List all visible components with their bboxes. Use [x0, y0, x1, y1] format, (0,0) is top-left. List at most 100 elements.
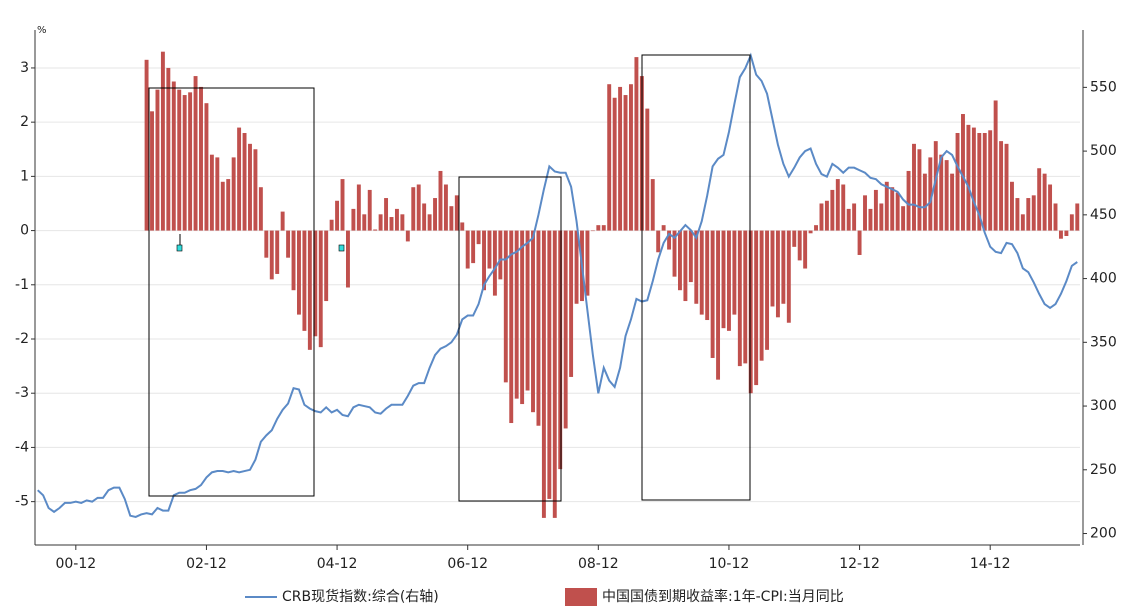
bar: [705, 230, 710, 321]
bar: [863, 195, 867, 231]
bar: [634, 57, 639, 231]
bar: [917, 149, 922, 231]
bar: [471, 230, 476, 264]
legend-label: CRB现货指数:综合(右轴): [282, 588, 439, 605]
bar: [601, 225, 606, 231]
bar: [155, 89, 160, 231]
bar: [912, 143, 916, 231]
bar: [427, 214, 432, 231]
bar: [215, 157, 220, 231]
legend-label: 中国国债到期收益率:1年-CPI:当月同比: [602, 588, 844, 605]
bar: [422, 203, 427, 231]
bar: [694, 230, 699, 304]
bar: [253, 149, 258, 231]
bar: [264, 230, 269, 258]
bar: [356, 184, 361, 231]
bar: [509, 230, 514, 424]
bar: [770, 230, 775, 307]
bar: [411, 187, 416, 231]
bar: [895, 192, 900, 231]
bar: [248, 143, 252, 231]
bar: [171, 81, 176, 231]
bar: [928, 157, 933, 231]
x-tick-label: 14-12: [970, 556, 1011, 572]
bar: [558, 230, 563, 470]
bar: [678, 230, 682, 291]
bar: [525, 230, 530, 391]
y2-tick-label: 400: [1090, 271, 1117, 287]
bar: [318, 230, 323, 348]
bar: [389, 217, 394, 231]
bar: [150, 111, 154, 231]
bar: [721, 230, 726, 329]
bar: [242, 133, 247, 231]
bar: [607, 84, 612, 231]
bar: [759, 230, 764, 361]
bar: [1058, 230, 1063, 239]
bar: [400, 214, 405, 231]
bar: [367, 189, 372, 231]
bar: [166, 67, 171, 231]
bar: [520, 230, 525, 405]
bar: [939, 154, 944, 231]
bar: [999, 141, 1004, 231]
bar: [514, 230, 519, 399]
bar: [416, 184, 421, 231]
bar: [492, 230, 497, 296]
bar: [726, 230, 731, 331]
bar: [1010, 181, 1014, 231]
y-tick-label: 0: [20, 223, 29, 239]
x-tick-label: 02-12: [186, 556, 227, 572]
bar: [982, 133, 987, 231]
bar: [743, 230, 748, 364]
bar: [754, 230, 759, 386]
bar: [672, 230, 677, 277]
marker: [338, 244, 345, 252]
bar: [890, 187, 895, 231]
bar: [699, 230, 704, 315]
bar: [503, 230, 508, 383]
annotation-box: [148, 87, 315, 497]
y2-tick-label: 300: [1090, 398, 1117, 414]
bar: [857, 230, 862, 255]
bar: [955, 133, 960, 231]
bar: [204, 103, 209, 231]
bar: [182, 95, 187, 231]
bar: [618, 86, 623, 231]
bar: [362, 214, 367, 231]
annotation-boxes: [148, 54, 751, 502]
bar: [1042, 173, 1047, 231]
bar: [378, 214, 383, 231]
bar: [901, 206, 906, 231]
bar: [443, 184, 448, 231]
bar: [645, 108, 650, 231]
bar: [830, 189, 835, 231]
bar: [966, 124, 971, 231]
bar: [552, 230, 557, 518]
bar: [541, 230, 546, 518]
bar: [482, 230, 486, 291]
bar: [765, 230, 770, 350]
bar: [536, 230, 541, 426]
bar: [177, 89, 182, 231]
y2-tick-label: 250: [1090, 462, 1117, 478]
bar: [280, 211, 285, 231]
bar: [144, 59, 149, 231]
bar: [1053, 203, 1058, 231]
bar: [574, 230, 579, 304]
bar: [286, 230, 291, 258]
bar: [650, 179, 655, 231]
bar: [737, 230, 742, 367]
bar: [237, 127, 242, 231]
bar: [438, 170, 443, 231]
y-tick-label: -3: [15, 385, 29, 401]
bar: [454, 195, 459, 231]
bar: [313, 230, 318, 337]
bar: [906, 170, 911, 231]
bar: [1020, 214, 1025, 231]
bar: [814, 225, 818, 231]
bar: [629, 84, 633, 231]
bar: [465, 230, 470, 269]
annotation-box: [458, 176, 562, 502]
bar: [944, 160, 949, 231]
